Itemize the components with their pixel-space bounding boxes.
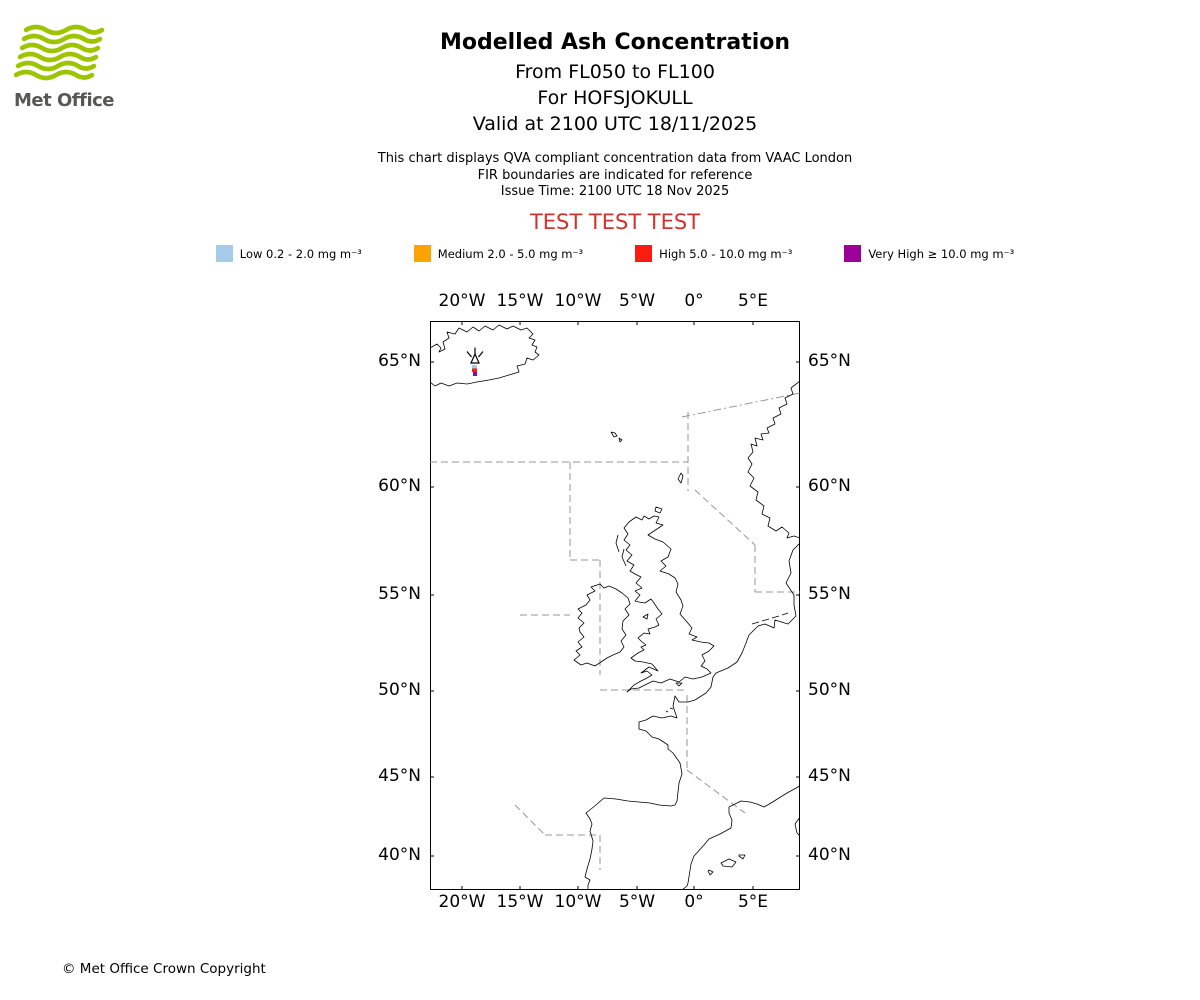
coastlines — [430, 324, 800, 890]
lon-tick-bottom-20w: 20°W — [438, 892, 486, 912]
copyright-notice: © Met Office Crown Copyright — [62, 961, 266, 977]
legend-label-low: Low 0.2 - 2.0 mg m⁻³ — [239, 246, 362, 261]
lat-tick-left-55n: 55°N — [378, 584, 421, 604]
coast-corsica — [794, 816, 800, 837]
lat-tick-right-45n: 45°N — [808, 766, 851, 786]
lon-tick-bottom-0: 0° — [684, 892, 704, 912]
coast-faroes — [610, 431, 623, 443]
info-line-issue-time: Issue Time: 2100 UTC 18 Nov 2025 — [500, 184, 730, 199]
met-office-wordmark: Met Office — [14, 90, 115, 111]
map-canvas — [430, 321, 800, 890]
legend-item-high: High 5.0 - 10.0 mg m⁻³ — [635, 245, 792, 262]
coast-shetland — [677, 472, 684, 484]
lon-tick-bottom-15w: 15°W — [496, 892, 544, 912]
info-line-fir: FIR boundaries are indicated for referen… — [477, 167, 753, 183]
ash-cell-high — [472, 368, 477, 372]
coast-continent — [584, 542, 800, 890]
flight-level-line: From FL050 to FL100 — [515, 61, 715, 83]
lon-tick-bottom-10w: 10°W — [554, 892, 602, 912]
lon-tick-top-15w: 15°W — [496, 291, 544, 311]
lat-tick-right-65n: 65°N — [808, 351, 851, 371]
valid-time-line: Valid at 2100 UTC 18/11/2025 — [472, 113, 758, 135]
ash-cell-low — [472, 365, 477, 369]
test-banner: TEST TEST TEST — [529, 209, 701, 234]
concentration-legend: Low 0.2 - 2.0 mg m⁻³ Medium 2.0 - 5.0 mg… — [30, 245, 1200, 262]
lat-tick-right-55n: 55°N — [808, 584, 851, 604]
legend-label-medium: Medium 2.0 - 5.0 mg m⁻³ — [437, 246, 584, 261]
info-line-qva: This chart displays QVA compliant concen… — [377, 151, 853, 166]
page-title: Modelled Ash Concentration — [439, 30, 791, 55]
legend-swatch-medium — [413, 245, 431, 262]
lat-tick-left-60n: 60°N — [378, 476, 421, 496]
coast-isle-of-wight — [675, 682, 683, 687]
axis-ticks — [430, 321, 800, 890]
met-office-logo-waves — [13, 24, 105, 81]
fir-boundaries — [430, 392, 800, 870]
coast-ireland — [573, 583, 631, 667]
coast-hebrides — [615, 534, 627, 567]
coast-menorca — [738, 854, 746, 860]
ash-cell-very-high — [473, 372, 477, 376]
lon-tick-top-5w: 5°W — [618, 291, 656, 311]
lat-tick-left-45n: 45°N — [378, 766, 421, 786]
legend-item-medium: Medium 2.0 - 5.0 mg m⁻³ — [413, 245, 584, 262]
lat-tick-right-40n: 40°N — [808, 845, 851, 865]
lon-tick-bottom-5w: 5°W — [618, 892, 656, 912]
lon-tick-top-5e: 5°E — [737, 291, 769, 311]
coast-great-britain — [623, 515, 715, 693]
met-office-logo: Met Office — [13, 22, 124, 111]
coast-iceland — [430, 324, 540, 387]
lat-tick-right-50n: 50°N — [808, 680, 851, 700]
coast-mediterranean — [681, 784, 800, 890]
lat-tick-left-65n: 65°N — [378, 351, 421, 371]
coast-orkney — [654, 506, 663, 514]
legend-swatch-low — [215, 245, 233, 262]
coast-frisian-islands — [751, 612, 789, 625]
lon-tick-top-10w: 10°W — [554, 291, 602, 311]
volcano-icon — [466, 347, 484, 364]
legend-swatch-high — [635, 245, 653, 262]
coast-norway — [747, 380, 800, 539]
lat-tick-left-50n: 50°N — [378, 680, 421, 700]
volcano-line: For HOFSJOKULL — [537, 87, 693, 109]
lon-tick-bottom-5e: 5°E — [737, 892, 769, 912]
coast-mallorca — [720, 858, 737, 868]
lon-tick-top-0: 0° — [684, 291, 704, 311]
legend-label-high: High 5.0 - 10.0 mg m⁻³ — [659, 246, 793, 261]
coast-ibiza — [707, 869, 714, 876]
legend-item-low: Low 0.2 - 2.0 mg m⁻³ — [215, 245, 362, 262]
legend-swatch-very-high — [844, 245, 862, 262]
legend-label-very-high: Very High ≥ 10.0 mg m⁻³ — [868, 246, 1015, 261]
coast-channel-islands — [665, 707, 674, 713]
chart-header: Modelled Ash Concentration From FL050 to… — [30, 30, 1200, 234]
lat-tick-right-60n: 60°N — [808, 476, 851, 496]
coast-isle-of-man — [642, 613, 649, 620]
legend-item-very-high: Very High ≥ 10.0 mg m⁻³ — [844, 245, 1014, 262]
lat-tick-left-40n: 40°N — [378, 845, 421, 865]
ash-plume — [472, 365, 477, 376]
map-frame — [430, 321, 800, 890]
lon-tick-top-20w: 20°W — [438, 291, 486, 311]
